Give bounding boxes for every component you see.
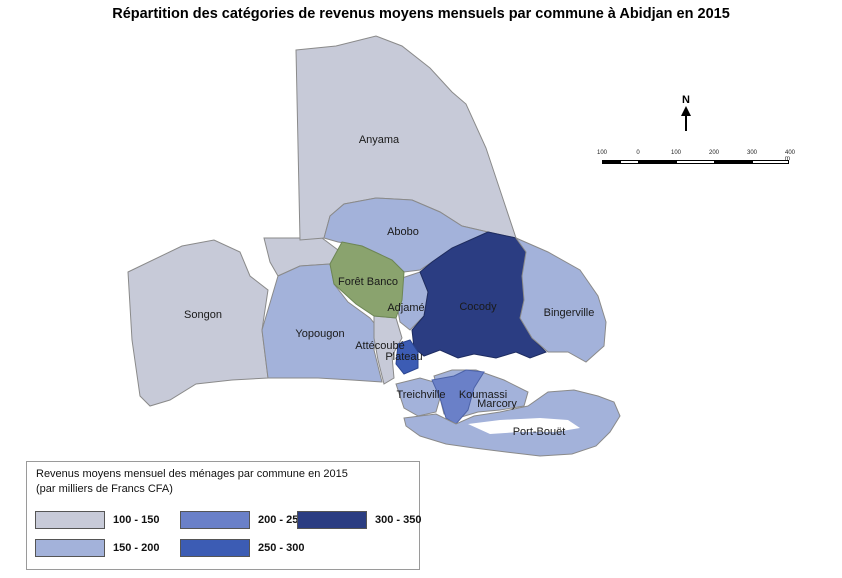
scale-segment: [620, 160, 639, 164]
lagoon-water: [468, 418, 580, 434]
scale-tick: 400 m: [785, 150, 796, 162]
legend-title: Revenus moyens mensuel des ménages par c…: [36, 468, 348, 480]
label-marcory: Marcory: [477, 398, 517, 410]
label-treichville: Treichville: [396, 389, 445, 401]
scale-segment: [752, 160, 789, 164]
scale-tick: 200: [708, 150, 720, 156]
scale-bar: 100 0 100 200 300 400 m: [596, 150, 806, 170]
commune-foret-banco[interactable]: [329, 241, 405, 319]
label-koumassi: Koumassi: [459, 389, 507, 401]
legend-label: 200 - 250: [258, 514, 305, 526]
label-songon: Songon: [184, 309, 222, 321]
legend-item-150-200: 150 - 200: [35, 539, 159, 557]
legend-item-200-250: 200 - 250: [180, 511, 304, 529]
scale-segment: [676, 160, 715, 164]
legend-subtitle: (par milliers de Francs CFA): [36, 483, 173, 495]
scale-tick: 0: [636, 150, 640, 156]
commune-abobo[interactable]: [323, 197, 490, 273]
legend-label: 250 - 300: [258, 542, 305, 554]
label-plateau: Plateau: [385, 351, 422, 363]
scale-tick: 100: [670, 150, 682, 156]
legend-swatch: [180, 539, 250, 557]
label-cocody: Cocody: [459, 301, 497, 313]
legend-swatch: [180, 511, 250, 529]
commune-bingerville[interactable]: [514, 236, 607, 363]
north-arrow-icon: [681, 106, 691, 131]
legend-label: 300 - 350: [375, 514, 422, 526]
label-foret-banco: Forêt Banco: [338, 276, 398, 288]
legend-item-100-150: 100 - 150: [35, 511, 159, 529]
scale-tick: 300: [746, 150, 758, 156]
label-yopougon: Yopougon: [295, 328, 344, 340]
north-label: N: [682, 94, 690, 106]
label-anyama: Anyama: [359, 134, 400, 146]
label-port-bouet: Port-Bouët: [513, 426, 566, 438]
legend-label: 100 - 150: [113, 514, 160, 526]
scale-segment: [638, 160, 677, 164]
commune-attecoube[interactable]: [373, 315, 403, 385]
commune-songon[interactable]: [127, 239, 269, 407]
scale-tick: 100: [596, 150, 608, 156]
label-attecoube: Attécoubé: [355, 340, 405, 352]
label-abobo: Abobo: [387, 226, 419, 238]
legend-swatch: [297, 511, 367, 529]
legend-swatch: [35, 511, 105, 529]
legend-label: 150 - 200: [113, 542, 160, 554]
legend-item-300-350: 300 - 350: [297, 511, 421, 529]
scale-segment: [602, 160, 621, 164]
commune-treichville[interactable]: [395, 377, 441, 417]
label-bingerville: Bingerville: [544, 307, 595, 319]
map-title: Répartition des catégories de revenus mo…: [112, 6, 730, 22]
label-adjame: Adjamé: [387, 302, 424, 314]
commune-koumassi[interactable]: [431, 369, 485, 425]
scale-segment: [714, 160, 753, 164]
map-legend: Revenus moyens mensuel des ménages par c…: [26, 461, 421, 570]
legend-item-250-300: 250 - 300: [180, 539, 304, 557]
commune-plateau[interactable]: [395, 339, 419, 375]
legend-swatch: [35, 539, 105, 557]
